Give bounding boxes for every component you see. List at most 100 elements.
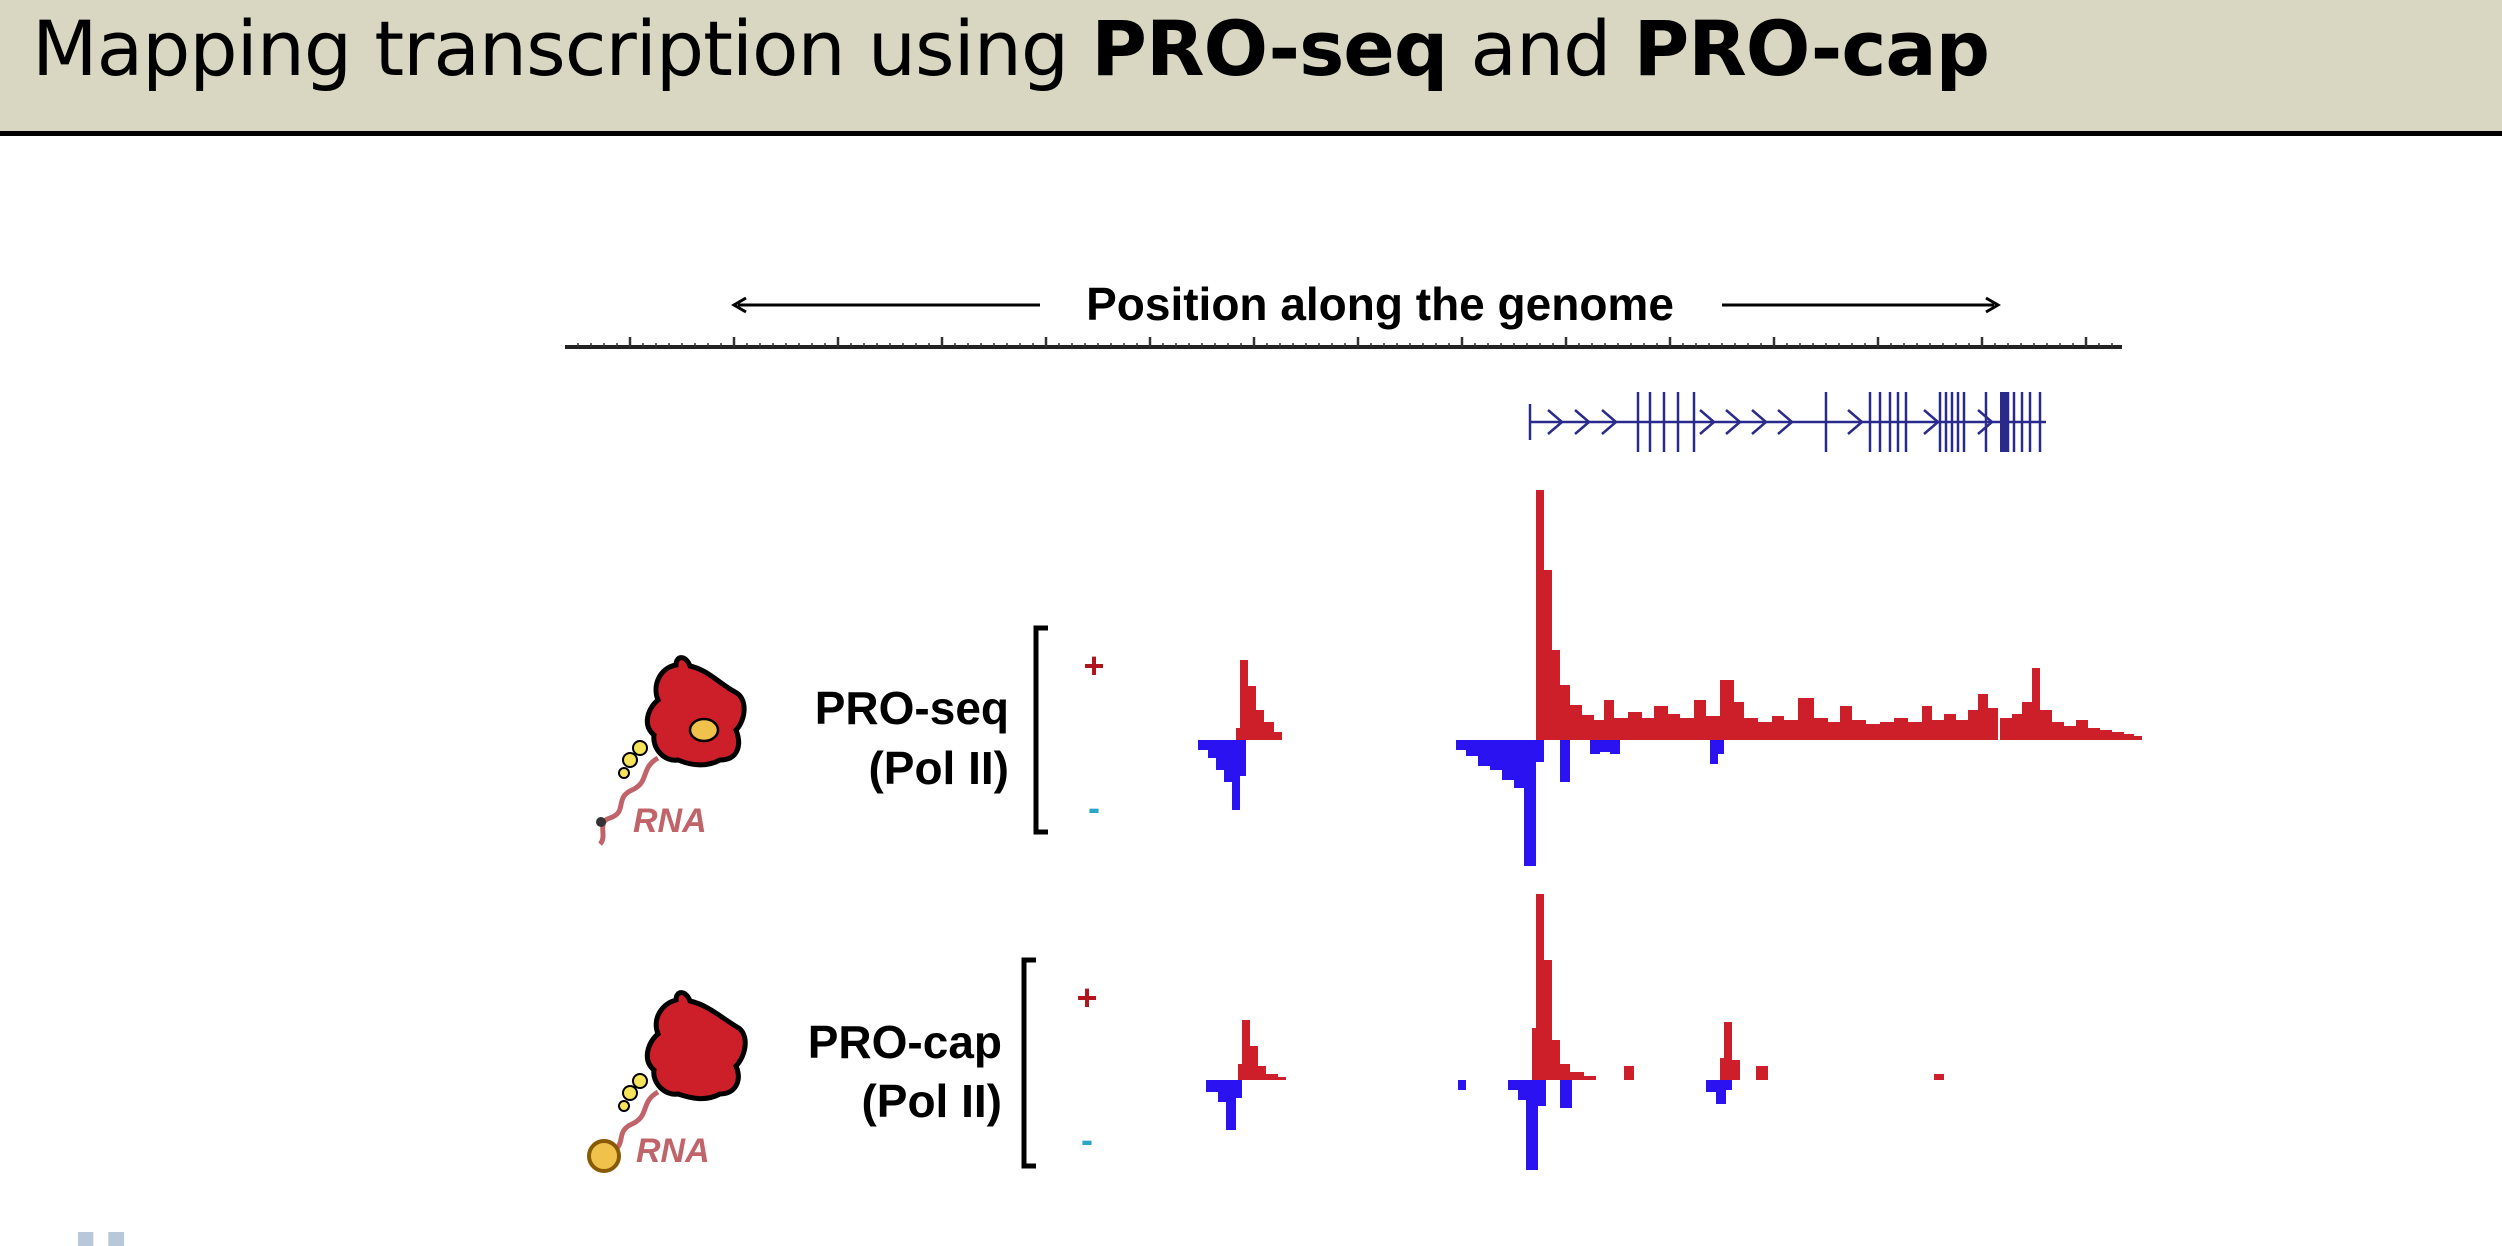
track-name-line1: PRO-seq (815, 682, 1009, 734)
pro-cap-plus-bar (1724, 1022, 1732, 1080)
pro-seq-plus-bar (1840, 706, 1852, 740)
pro-seq-plus-bar (1814, 718, 1828, 740)
track-pro-seq: RNA PRO-seq (Pol II) + - (596, 490, 2142, 866)
nucleotide-1 (622, 1085, 638, 1101)
plus-strand-label: + (1083, 645, 1104, 686)
pro-seq-plus-bar (1772, 716, 1784, 740)
track-name-line1: PRO-cap (808, 1016, 1002, 1068)
pro-cap-plus-bar (1544, 960, 1552, 1080)
intron-chevron (1725, 409, 1742, 435)
pro-seq-plus-bar (1744, 718, 1758, 740)
intron-chevron (1847, 409, 1864, 435)
pro-seq-minus-signal (1198, 740, 1724, 866)
pro-cap-minus-bar (1726, 1080, 1732, 1090)
nucleotide-3 (618, 767, 630, 779)
pro-seq-plus-bar (2000, 718, 2012, 740)
nucleotide-1 (622, 752, 638, 768)
pro-cap-minus-bar (1706, 1080, 1716, 1092)
pro-seq-plus-bar (1706, 716, 1720, 740)
pro-seq-plus-bar (1552, 650, 1560, 740)
nucleotide-2 (632, 1073, 648, 1089)
pro-seq-plus-bar (1828, 722, 1840, 740)
pro-seq-plus-bar (2088, 728, 2100, 740)
pro-seq-plus-bar (1956, 720, 1968, 740)
pro-seq-plus-bar (1544, 570, 1552, 740)
pro-seq-plus-bar (2112, 732, 2124, 740)
pro-cap-minus-bar (1218, 1080, 1226, 1102)
pro-seq-minus-bar (1524, 740, 1536, 866)
pro-seq-plus-bar (1654, 706, 1668, 740)
pro-cap-plus-signal (1238, 894, 1944, 1080)
pro-seq-plus-bar (1240, 660, 1248, 740)
polymerase-blob (644, 655, 747, 768)
pro-seq-plus-bar (1908, 722, 1922, 740)
pro-seq-plus-bar (1570, 705, 1582, 740)
pro-seq-plus-bar (1274, 732, 1282, 740)
pro-cap-minus-bar (1526, 1080, 1538, 1170)
pro-seq-plus-bar (1680, 718, 1694, 740)
pro-cap-minus-bar (1458, 1080, 1466, 1090)
pro-seq-minus-bar (1208, 740, 1216, 758)
pro-seq-plus-bar (1734, 702, 1744, 740)
pro-cap-minus-bar (1560, 1080, 1572, 1108)
pro-cap-plus-bar (1536, 894, 1544, 1080)
pro-seq-plus-bar (2052, 722, 2064, 740)
plus-strand-label: + (1076, 977, 1097, 1018)
polymerase-with-capped-rna-icon: RNA (587, 990, 748, 1173)
intron-chevron (1777, 409, 1794, 435)
axis-label: Position along the genome (1086, 278, 1674, 330)
polymerase-with-rna-icon: RNA (596, 655, 747, 846)
pro-seq-minus-bar (1224, 740, 1232, 782)
genome-axis: Position along the genome (565, 278, 2122, 349)
rna-label: RNA (633, 802, 707, 840)
pro-seq-minus-bar (1240, 740, 1246, 776)
pro-seq-minus-bar (1514, 740, 1524, 788)
intron-chevron (1574, 409, 1591, 435)
pro-seq-minus-bar (1600, 740, 1610, 752)
pro-seq-plus-bar (2032, 668, 2040, 740)
pro-cap-minus-bar (1538, 1080, 1546, 1106)
intron-chevron (1977, 409, 1994, 435)
title-bar: Mapping transcription using PRO-seq and … (0, 0, 2502, 136)
title-text-1: Mapping transcription using (32, 4, 1092, 93)
rna-5-end (596, 817, 606, 827)
active-site (688, 717, 720, 743)
title-bold-proseq: PRO-seq (1091, 4, 1448, 93)
pro-seq-plus-bar (1798, 698, 1814, 740)
pro-seq-plus-bar (2012, 714, 2022, 740)
nucleotide-2 (632, 740, 648, 756)
pro-cap-minus-bar (1508, 1080, 1518, 1090)
pro-seq-plus-bar (1594, 720, 1604, 740)
pro-cap-plus-bar (1250, 1046, 1258, 1080)
track-name-line2: (Pol II) (868, 742, 1009, 794)
pro-cap-plus-bar (1756, 1066, 1768, 1080)
pro-seq-plus-bar (2022, 702, 2032, 740)
pro-seq-minus-bar (1718, 740, 1724, 754)
pro-cap-plus-bar (1552, 1040, 1560, 1080)
slide-title: Mapping transcription using PRO-seq and … (32, 4, 1991, 93)
pro-seq-plus-bar (1536, 490, 1544, 740)
title-bold-procap: PRO-cap (1633, 4, 1991, 93)
pro-cap-plus-bar (1570, 1072, 1584, 1080)
pro-seq-minus-bar (1536, 740, 1544, 762)
pro-cap-plus-bar (1732, 1060, 1740, 1080)
intron-chevron (1547, 409, 1564, 435)
track-bracket (1033, 625, 1048, 835)
pro-seq-minus-bar (1232, 740, 1240, 810)
pro-seq-plus-bar (1642, 718, 1654, 740)
intron-chevron (1923, 409, 1940, 435)
pro-seq-plus-bar (1932, 720, 1944, 740)
pro-seq-minus-bar (1198, 740, 1208, 750)
track-name-line2: (Pol II) (861, 1075, 1002, 1127)
pro-seq-plus-bar (2134, 736, 2142, 740)
pro-seq-plus-bar (1248, 686, 1256, 740)
pro-seq-plus-bar (1866, 724, 1880, 740)
pro-seq-plus-bar (1264, 722, 1274, 740)
pro-seq-plus-bar (2124, 734, 2134, 740)
pro-seq-minus-bar (1490, 740, 1502, 770)
pro-seq-plus-bar (1694, 700, 1706, 740)
pro-cap-minus-bar (1716, 1080, 1726, 1104)
pro-seq-plus-bar (1720, 680, 1734, 740)
pro-cap-minus-bar (1206, 1080, 1218, 1092)
